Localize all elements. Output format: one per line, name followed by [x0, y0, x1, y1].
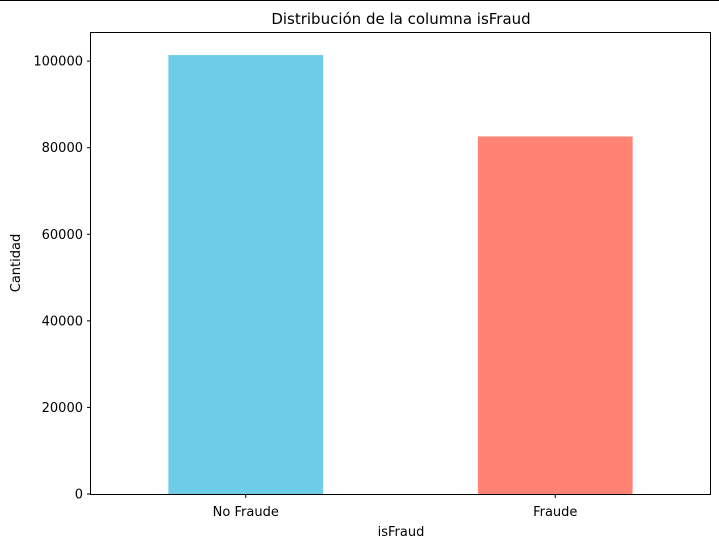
x-axis-label: isFraud [378, 525, 425, 540]
y-tick-label: 0 [75, 488, 83, 503]
bar-fraude [477, 136, 633, 494]
y-tick-label: 80000 [42, 141, 83, 156]
y-axis-label: Cantidad [9, 234, 24, 292]
chart-title: Distribución de la columna isFraud [271, 10, 530, 28]
plot-area: No Fraude Fraude 0 20000 40000 60000 80000 1000… [33, 55, 633, 520]
y-tick-label: 40000 [42, 314, 83, 329]
x-tick-label: No Fraude [213, 505, 279, 520]
bar-no-fraude [168, 55, 324, 495]
y-tick-label: 20000 [42, 401, 83, 416]
y-tick-label: 60000 [42, 228, 83, 243]
y-tick-label: 100000 [33, 55, 83, 70]
plot-frame [90, 32, 711, 495]
x-tick-label: Fraude [533, 505, 577, 520]
